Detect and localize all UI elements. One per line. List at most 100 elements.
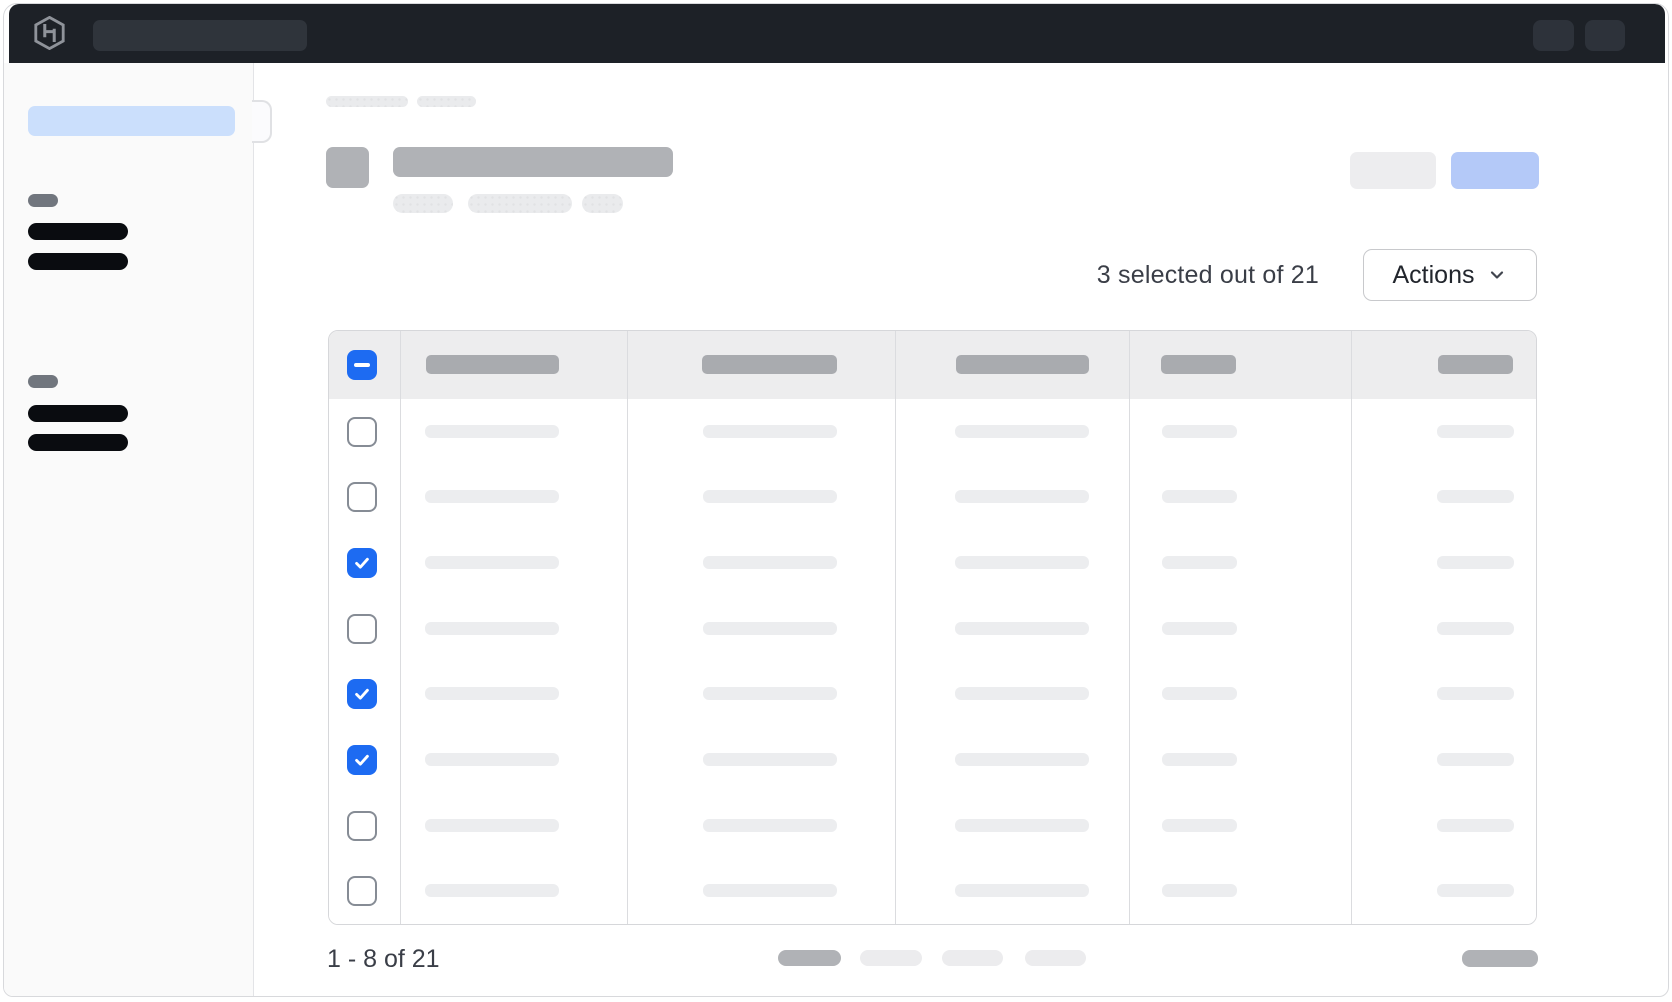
primary-button-skeleton[interactable] xyxy=(1451,152,1539,189)
cell-skeleton xyxy=(703,556,837,570)
row-checkbox[interactable] xyxy=(347,810,377,841)
cell-skeleton xyxy=(1162,490,1237,504)
pagination-page-skeleton-current[interactable] xyxy=(778,950,841,966)
column-header-skeleton-4 xyxy=(1161,355,1236,374)
table-row xyxy=(329,792,1536,859)
cell-skeleton xyxy=(955,884,1089,898)
page-icon-skeleton xyxy=(326,147,369,188)
context-switcher-skeleton[interactable] xyxy=(28,106,235,136)
nav-item-skeleton-2[interactable] xyxy=(28,253,128,270)
table-row xyxy=(329,530,1536,596)
cell-skeleton xyxy=(955,752,1089,766)
actions-button-label: Actions xyxy=(1392,260,1475,289)
column-header-skeleton-3 xyxy=(956,355,1089,374)
cell-skeleton xyxy=(703,818,837,832)
cell-skeleton xyxy=(955,818,1089,832)
pagination-next-skeleton[interactable] xyxy=(1462,950,1538,967)
row-checkbox[interactable] xyxy=(347,679,377,710)
checkmark-icon xyxy=(355,754,369,766)
column-header-skeleton-5 xyxy=(1438,355,1513,374)
nav-item-skeleton-1[interactable] xyxy=(28,223,128,240)
cell-skeleton xyxy=(1437,818,1514,832)
cell-skeleton xyxy=(955,490,1089,504)
breadcrumb-item-skeleton-2[interactable] xyxy=(417,96,476,107)
table-row xyxy=(329,399,1536,465)
row-checkbox[interactable] xyxy=(347,613,377,644)
row-checkbox[interactable] xyxy=(347,744,377,775)
table-header xyxy=(329,331,1536,399)
cell-skeleton xyxy=(1437,884,1514,898)
page-title-skeleton xyxy=(393,147,673,177)
chevron-down-icon xyxy=(1491,271,1504,279)
nav-item-skeleton-4[interactable] xyxy=(28,434,128,451)
select-all-checkbox[interactable] xyxy=(347,350,377,380)
breadcrumb-item-skeleton-1[interactable] xyxy=(326,96,408,107)
cell-skeleton xyxy=(1162,424,1237,438)
section-label-skeleton-1 xyxy=(28,194,58,207)
pagination-page-skeleton-2[interactable] xyxy=(860,950,922,966)
column-divider xyxy=(1129,331,1130,924)
nav-item-skeleton-3[interactable] xyxy=(28,405,128,422)
cell-skeleton xyxy=(1162,884,1237,898)
cell-skeleton xyxy=(425,490,559,504)
cell-skeleton xyxy=(425,687,559,701)
cell-skeleton xyxy=(425,752,559,766)
sidebar-toggle-tab[interactable] xyxy=(252,100,272,143)
pagination-page-skeleton-3[interactable] xyxy=(942,950,1003,966)
cell-skeleton xyxy=(1162,752,1237,766)
table-row xyxy=(329,727,1536,793)
section-label-skeleton-2 xyxy=(28,375,58,388)
column-divider xyxy=(895,331,896,924)
cell-skeleton xyxy=(955,556,1089,570)
cell-skeleton xyxy=(703,424,837,438)
cell-skeleton xyxy=(1162,687,1237,701)
secondary-button-skeleton[interactable] xyxy=(1350,152,1436,189)
topbar-button-skeleton-1[interactable] xyxy=(1533,20,1574,51)
table-row xyxy=(329,464,1536,531)
row-checkbox[interactable] xyxy=(347,548,377,579)
table-row xyxy=(329,661,1536,728)
data-table xyxy=(328,330,1537,925)
cell-skeleton xyxy=(703,490,837,504)
cell-skeleton xyxy=(1437,687,1514,701)
cell-skeleton xyxy=(425,884,559,898)
cell-skeleton xyxy=(1162,621,1237,635)
cell-skeleton xyxy=(425,424,559,438)
column-divider xyxy=(1351,331,1352,924)
global-search-skeleton[interactable] xyxy=(93,20,307,51)
pagination-page-skeleton-4[interactable] xyxy=(1025,950,1086,966)
cell-skeleton xyxy=(1437,752,1514,766)
badge-skeleton-3 xyxy=(582,194,623,213)
cell-skeleton xyxy=(425,621,559,635)
cell-skeleton xyxy=(703,687,837,701)
cell-skeleton xyxy=(955,424,1089,438)
column-divider xyxy=(400,331,401,924)
cell-skeleton xyxy=(1162,818,1237,832)
column-header-skeleton-1 xyxy=(426,355,559,374)
cell-skeleton xyxy=(703,752,837,766)
table-row xyxy=(329,858,1536,924)
minus-indeterminate-icon xyxy=(354,363,370,367)
row-checkbox[interactable] xyxy=(347,482,377,513)
cell-skeleton xyxy=(425,556,559,570)
row-checkbox[interactable] xyxy=(347,416,377,447)
row-checkbox[interactable] xyxy=(347,876,377,907)
actions-button[interactable]: Actions xyxy=(1363,249,1537,301)
cell-skeleton xyxy=(1437,490,1514,504)
cell-skeleton xyxy=(703,621,837,635)
table-row xyxy=(329,595,1536,662)
cell-skeleton xyxy=(703,884,837,898)
sidebar xyxy=(4,63,254,996)
column-divider xyxy=(627,331,628,924)
checkmark-icon xyxy=(355,557,369,569)
hashicorp-logo-icon[interactable] xyxy=(33,16,66,50)
topbar-button-skeleton-2[interactable] xyxy=(1585,20,1625,51)
badge-skeleton-2 xyxy=(468,194,572,213)
table-body xyxy=(329,399,1536,924)
checkmark-icon xyxy=(355,689,369,700)
cell-skeleton xyxy=(1437,424,1514,438)
badge-skeleton-1 xyxy=(393,194,453,213)
app-window: 3 selected out of 21 Actions xyxy=(3,3,1669,997)
cell-skeleton xyxy=(1437,621,1514,635)
column-header-skeleton-2 xyxy=(702,355,837,374)
